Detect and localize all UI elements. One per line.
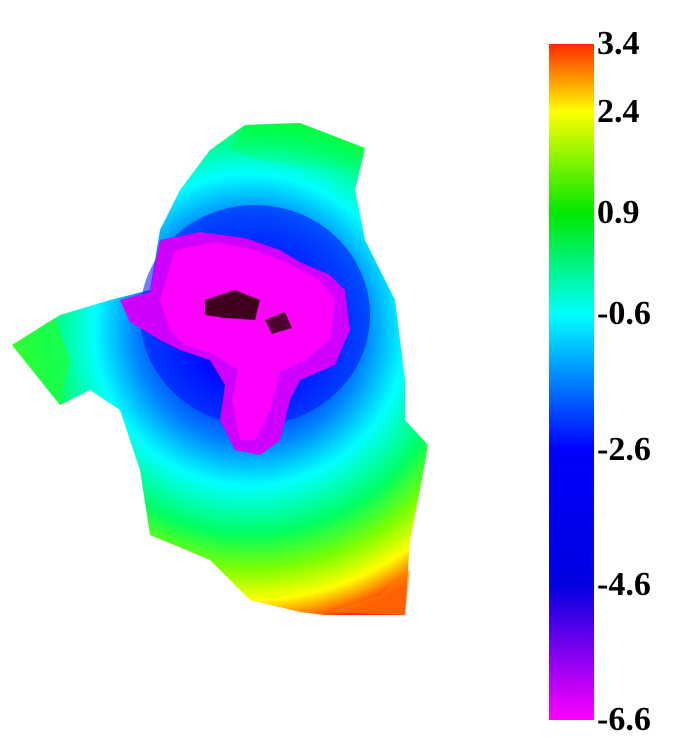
colorbar-gradient [549, 44, 594, 720]
colorbar-tick-label: -6.6 [597, 701, 651, 738]
colorbar-tick-label: -4.6 [597, 565, 651, 603]
colorbar-tick-label: 0.9 [597, 194, 640, 231]
surface-minimum-core [160, 242, 335, 440]
colorbar-tick-label: -0.6 [597, 295, 651, 333]
heatmap-plot-area [12, 123, 428, 615]
heatmap-surface [12, 123, 428, 615]
surface-center-dark-2 [265, 312, 292, 334]
colorbar-tick-label: -2.6 [597, 430, 651, 468]
surface-left-tip [12, 318, 70, 405]
colorbar-tick-label: 3.4 [597, 25, 640, 62]
colorbar [549, 44, 594, 720]
surface-top-band [230, 123, 365, 175]
colorbar-tick-label: 2.4 [597, 92, 640, 130]
surface-warm-region [330, 570, 410, 615]
surface-center-dark [205, 290, 260, 320]
